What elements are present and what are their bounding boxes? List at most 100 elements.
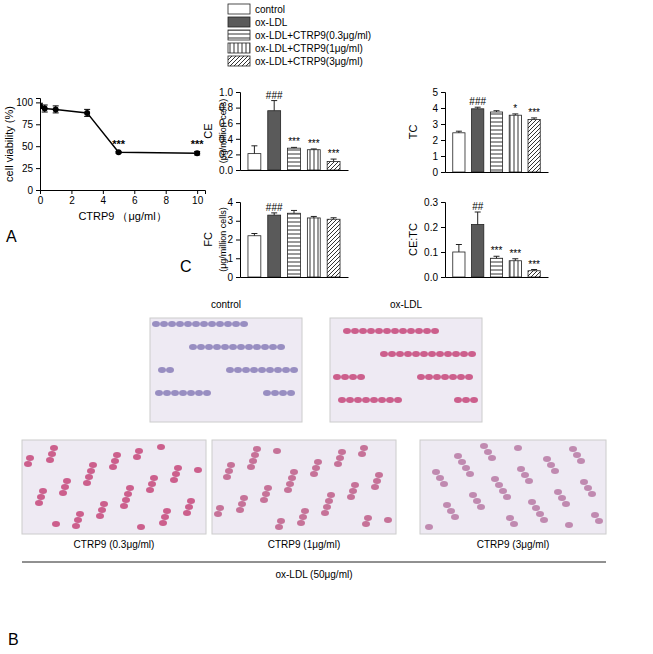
image-caption: CTRP9 (0.3μg/ml) (74, 539, 155, 550)
error-bar (494, 256, 500, 258)
bar (528, 271, 540, 277)
cell (373, 478, 381, 484)
cell (440, 481, 448, 487)
group-caption: ox-LDL (50μg/ml) (275, 569, 352, 580)
plot-area (453, 107, 540, 172)
cell (238, 501, 246, 507)
cell (477, 504, 485, 510)
cell (468, 351, 476, 357)
cell (540, 517, 548, 523)
cell (157, 444, 165, 450)
cell (232, 321, 240, 327)
y-axis-title: FC (202, 232, 214, 247)
y-axis-line (236, 93, 241, 171)
cell (386, 397, 394, 403)
cell (521, 472, 529, 478)
significance: *** (112, 138, 126, 150)
cell (225, 468, 233, 474)
y-axis-tick: 2 (227, 234, 240, 245)
y-axis-tick-mark (441, 277, 445, 278)
y-axis: 012345 (432, 87, 445, 178)
cell (425, 524, 433, 530)
significance: *** (328, 148, 340, 159)
y-axis-tick: 4 (432, 103, 445, 114)
cell (279, 390, 287, 396)
y-axis-tick-mark (36, 146, 40, 147)
micrograph-frame (330, 318, 482, 422)
cell (584, 485, 592, 491)
y-axis-tick-label: 0 (27, 185, 33, 196)
y-axis-tick: 0.0 (219, 165, 240, 176)
cell (432, 469, 440, 475)
cell (137, 524, 145, 530)
x-axis-line (241, 277, 349, 278)
y-axis-tick: 25 (22, 163, 40, 174)
cell (263, 390, 271, 396)
cell (569, 446, 577, 452)
y-axis-tick-label: 25 (22, 163, 34, 174)
y-axis: 01234 (227, 197, 240, 283)
cell (495, 482, 503, 488)
cell (488, 455, 496, 461)
cell (595, 518, 603, 524)
cell (333, 374, 341, 380)
y-axis-tick: 1 (432, 151, 445, 162)
y-axis-tick-label: 4 (227, 197, 233, 208)
bar (288, 148, 301, 170)
x-axis-tick-label: 10 (192, 195, 204, 206)
image-caption: CTRP9 (3μg/ml) (477, 539, 549, 550)
cell (378, 397, 386, 403)
x-axis-tick-label: 8 (163, 195, 169, 206)
cell (359, 328, 367, 334)
error-bar (531, 270, 537, 271)
bar (327, 219, 340, 277)
significance: *** (491, 245, 503, 256)
cell (240, 495, 248, 501)
cell (323, 504, 331, 510)
cell (216, 505, 224, 511)
cell (312, 465, 320, 471)
cell (351, 328, 359, 334)
y-axis-tick: 0.3 (424, 197, 445, 208)
y-axis-line (441, 93, 446, 173)
micrograph (212, 440, 396, 534)
group-bracket (22, 562, 606, 563)
cell (458, 459, 466, 465)
x-axis-tick: 0 (38, 190, 44, 206)
y-axis-tick-label: 0.2 (424, 222, 438, 233)
y-axis-tick-label: 0.0 (424, 272, 438, 283)
legend-swatch (228, 4, 250, 14)
cell (197, 344, 205, 350)
cell (126, 485, 134, 491)
cell (189, 344, 197, 350)
legend-swatch (228, 43, 250, 53)
cell (388, 351, 396, 357)
y-axis-tick-label: 0 (227, 272, 233, 283)
cell (98, 507, 106, 513)
y-axis-unit: (μg/million cells) (218, 99, 228, 164)
cell (240, 321, 248, 327)
cell (480, 443, 488, 449)
bar (490, 112, 502, 172)
bar-chart: 0.00.10.20.3##*********CE:TC (407, 197, 549, 283)
image-caption: CTRP9 (1μg/ml) (268, 539, 340, 550)
cell (152, 321, 160, 327)
legend-swatch (228, 56, 250, 66)
y-axis-line (236, 203, 241, 278)
cell (183, 510, 191, 516)
y-axis-tick-label: 1 (432, 151, 438, 162)
y-axis-unit: (μg/million cells) (218, 207, 228, 272)
cell (83, 480, 91, 486)
y-axis-line (36, 99, 41, 191)
cell (187, 390, 195, 396)
bar-chart: 0.00.20.40.60.81.0###*********CE(μg/mill… (202, 87, 349, 176)
cell (404, 351, 412, 357)
cell (362, 397, 370, 403)
plot-area (453, 212, 540, 277)
cell (260, 497, 268, 503)
cell (465, 374, 473, 380)
figure: 02468100255075100******CTRP9 （μg/ml）cell… (0, 0, 653, 654)
cell (247, 464, 255, 470)
cell (314, 459, 322, 465)
cell (229, 344, 237, 350)
